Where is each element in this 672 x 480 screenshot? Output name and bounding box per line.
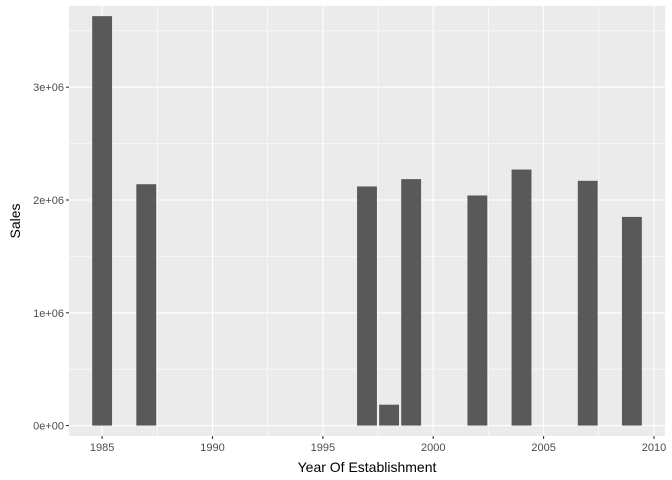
bars — [92, 16, 642, 426]
y-tick-label: 0e+00 — [33, 421, 64, 433]
x-tick-label: 2000 — [421, 442, 445, 454]
bar-1985 — [92, 16, 113, 426]
bar-2002 — [467, 195, 488, 426]
x-tick-label: 1995 — [311, 442, 335, 454]
bar-2009 — [621, 216, 642, 426]
bar-1997 — [357, 186, 377, 426]
y-tick-label: 2e+06 — [33, 195, 64, 207]
y-axis-ticks: 0e+00 1e+06 2e+06 3e+06 — [33, 82, 69, 433]
bar-1999 — [401, 179, 422, 426]
bar-1998 — [379, 404, 400, 426]
x-tick-label: 1990 — [200, 442, 224, 454]
x-axis-ticks: 1985 1990 1995 2000 2005 2010 — [90, 436, 666, 454]
bar-2004 — [511, 169, 532, 426]
y-tick-label: 3e+06 — [33, 82, 64, 94]
y-tick-label: 1e+06 — [33, 308, 64, 320]
x-tick-label: 2005 — [531, 442, 555, 454]
bar-2007 — [577, 180, 598, 426]
x-tick-label: 1985 — [90, 442, 114, 454]
x-tick-label: 2010 — [642, 442, 666, 454]
y-axis-title: Sales — [7, 203, 23, 238]
bar-1987 — [136, 184, 157, 426]
x-axis-title: Year Of Establishment — [298, 459, 437, 475]
